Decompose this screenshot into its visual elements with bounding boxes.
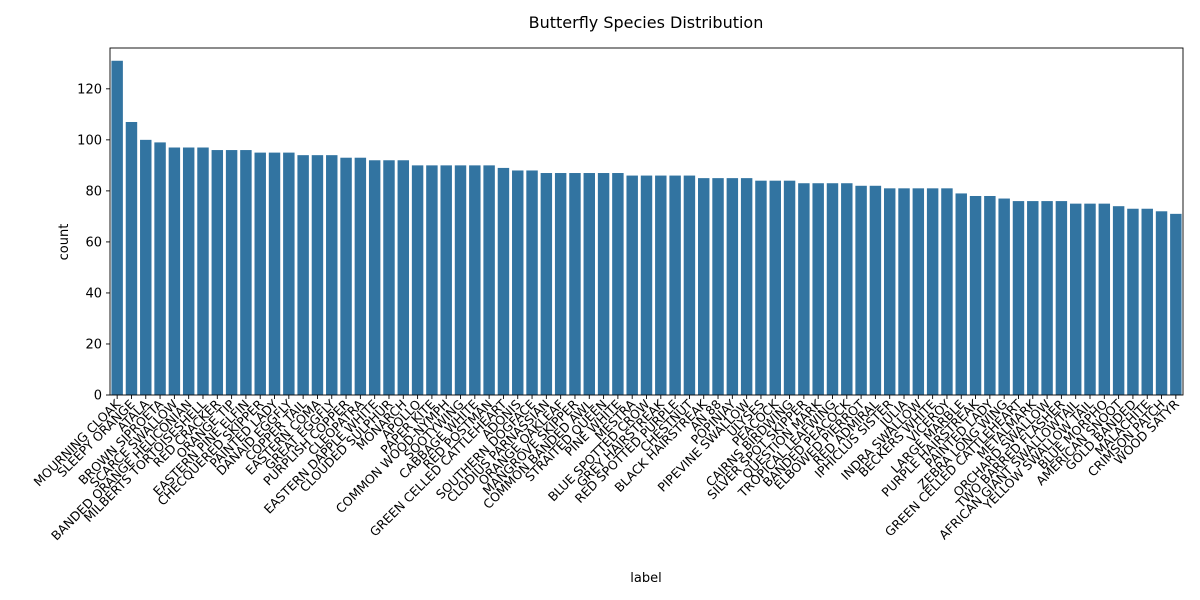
bar <box>941 188 953 395</box>
bar <box>540 173 553 395</box>
bar <box>812 183 824 395</box>
bar <box>883 188 896 395</box>
bar <box>512 170 524 395</box>
bar <box>497 167 510 395</box>
bar <box>440 165 452 395</box>
bar <box>626 175 638 395</box>
x-axis-label: label <box>630 571 661 586</box>
bar <box>869 185 882 395</box>
bar <box>984 195 996 395</box>
bar <box>411 165 424 395</box>
bar <box>225 150 238 395</box>
y-tick-label: 0 <box>94 389 102 404</box>
bar <box>755 180 767 395</box>
bar <box>469 165 481 395</box>
bar <box>1098 203 1111 395</box>
y-tick-label: 20 <box>85 337 102 352</box>
bar <box>211 150 224 395</box>
bar <box>240 150 252 395</box>
bar <box>855 185 867 395</box>
bar <box>182 147 195 395</box>
bar <box>583 173 595 395</box>
bar <box>354 157 367 395</box>
y-tick-label: 80 <box>85 184 102 199</box>
bar <box>368 160 381 395</box>
y-tick-label: 100 <box>77 133 102 148</box>
bar <box>726 178 739 396</box>
bar <box>397 160 410 395</box>
bar <box>1055 201 1068 395</box>
bar <box>1127 208 1139 395</box>
bar <box>111 60 123 395</box>
bar <box>826 183 839 395</box>
bar <box>1069 203 1082 395</box>
chart-title: Butterfly Species Distribution <box>529 13 764 32</box>
bar <box>1084 203 1096 395</box>
bar <box>569 173 581 395</box>
bar <box>125 121 138 396</box>
bar <box>898 188 910 395</box>
bar <box>998 198 1010 395</box>
bar <box>912 188 925 395</box>
bar <box>1041 201 1053 395</box>
bar <box>683 175 696 395</box>
bar <box>454 165 467 395</box>
bar <box>526 170 538 395</box>
bar <box>783 180 796 395</box>
y-tick-label: 40 <box>85 286 102 301</box>
bar <box>1112 206 1125 395</box>
bar <box>640 175 653 395</box>
bar <box>1155 211 1168 395</box>
bar <box>554 173 567 395</box>
bar <box>268 152 281 395</box>
y-tick-label: 120 <box>77 82 102 97</box>
bar <box>740 178 753 396</box>
plot-area <box>109 47 1184 396</box>
bar <box>140 139 152 395</box>
bar <box>168 147 181 395</box>
bar <box>426 165 438 395</box>
bar <box>254 152 266 395</box>
bar <box>383 160 395 395</box>
bar <box>798 183 810 395</box>
bar <box>1012 201 1025 395</box>
bar <box>311 155 324 395</box>
bar <box>297 155 309 395</box>
bar <box>1141 208 1153 395</box>
bar <box>597 173 610 395</box>
bar <box>955 193 967 395</box>
y-axis: 0 20 40 60 80 100 120 <box>77 82 110 404</box>
bar <box>969 195 982 395</box>
bar <box>926 188 939 395</box>
bar <box>698 178 710 396</box>
bar <box>612 173 624 395</box>
bar <box>283 152 295 395</box>
bar <box>340 157 352 395</box>
bar <box>712 178 724 396</box>
bar <box>1027 201 1039 395</box>
bar <box>841 183 853 395</box>
y-tick-label: 60 <box>85 235 102 250</box>
y-axis-label: count <box>57 224 72 261</box>
bar <box>1170 213 1182 395</box>
bar <box>655 175 667 395</box>
bar <box>669 175 681 395</box>
bar <box>154 142 166 395</box>
bar <box>326 155 338 395</box>
bar <box>483 165 495 395</box>
bar <box>769 180 781 395</box>
bar <box>197 147 209 395</box>
